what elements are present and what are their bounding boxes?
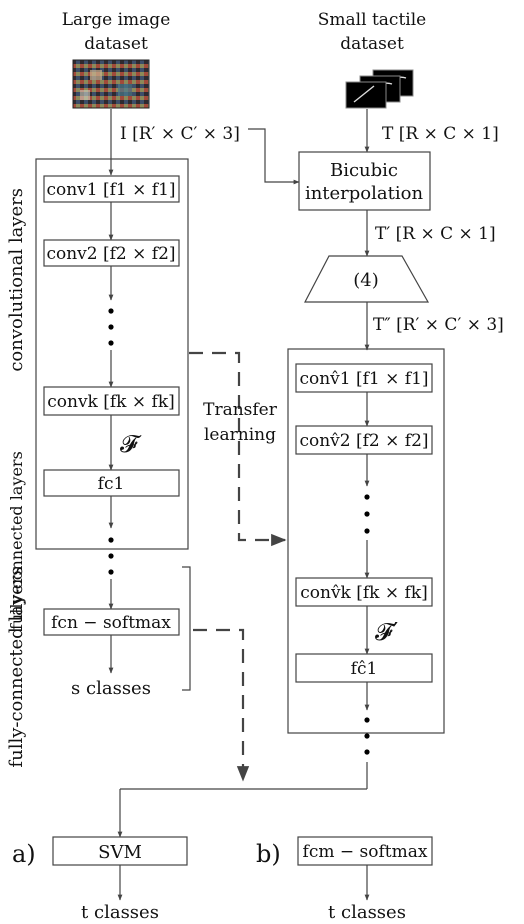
ellipsis-dot — [364, 717, 370, 723]
left-conv2-box — [43, 239, 180, 267]
fc-brace — [182, 566, 191, 691]
left-feature-F: 𝓕 — [120, 430, 142, 458]
transfer-arrow — [189, 351, 287, 547]
ellipsis-dot — [108, 324, 114, 330]
transfer-label-line2: learning — [204, 425, 276, 445]
tactile-stack-icon — [345, 69, 414, 109]
ellipsis-dot — [364, 511, 370, 517]
fcm-label: fcm − softmax — [303, 842, 428, 862]
left-convk-label: convk [fk × fk] — [47, 392, 175, 412]
ellipsis-dot — [364, 528, 370, 534]
fc-layers-side-label-top: fully-connected layers — [7, 451, 26, 630]
ellipsis-dot — [364, 749, 370, 755]
right-conv1-label: conv̂1 [f1 × f1] — [299, 369, 428, 389]
bicubic-line1: Bicubic — [330, 160, 398, 181]
ellipsis-dot — [108, 553, 114, 559]
dim-T-prime: T′ [R × C × 1] — [375, 224, 496, 244]
left-fc1-label: fc1 — [98, 474, 125, 494]
large-dataset-title-line1: Large image — [62, 10, 171, 30]
right-feature-F-prime: 𝓕′ — [375, 618, 398, 646]
right-convk-label: conv̂k [fk × fk] — [300, 583, 428, 603]
left-conv1-label: conv1 [f1 × f1] — [46, 180, 175, 200]
ellipsis-dot — [364, 494, 370, 500]
left-fc1-box — [43, 469, 180, 497]
bicubic-line2: interpolation — [305, 183, 424, 204]
small-dataset-title-line2: dataset — [340, 34, 404, 54]
equation-4-trapezoid — [304, 255, 430, 303]
ellipsis-dot — [108, 340, 114, 346]
left-network-container — [35, 158, 189, 550]
equation-4-label: (4) — [353, 270, 379, 291]
small-dataset-title-line1: Small tactile — [318, 10, 426, 30]
left-fcn-box — [43, 608, 180, 636]
right-network-container — [287, 348, 445, 734]
right-fc1-label: fĉ1 — [351, 659, 378, 679]
conv-layers-side-label: convolutional layers — [6, 188, 27, 372]
large-dataset-title-line2: dataset — [84, 34, 148, 54]
left-conv2-label: conv2 [f2 × f2] — [46, 244, 175, 264]
option-b-label: b) — [256, 840, 281, 868]
right-conv2-label: conv̂2 [f2 × f2] — [299, 431, 428, 451]
bicubic-interpolation-box — [298, 151, 431, 211]
svm-label: SVM — [98, 842, 142, 863]
left-conv1-box — [43, 175, 180, 203]
svm-box — [52, 836, 188, 866]
option-b-output: t classes — [328, 902, 406, 923]
dim-T: T [R × C × 1] — [382, 124, 499, 144]
ellipsis-dot — [108, 569, 114, 575]
right-conv1-box — [295, 363, 433, 393]
ellipsis-dot — [108, 308, 114, 314]
left-convk-box — [43, 386, 180, 416]
right-fc1-box — [295, 653, 433, 683]
option-a-output: t classes — [81, 902, 159, 923]
right-conv2-box — [295, 425, 433, 455]
left-output-classes: s classes — [71, 678, 151, 699]
dim-I: I [R′ × C′ × 3] — [120, 124, 240, 144]
image-mosaic-icon — [72, 59, 150, 109]
ellipsis-dot — [108, 537, 114, 543]
feature-arrow — [193, 628, 250, 782]
transfer-label-line1: Transfer — [203, 400, 278, 420]
option-a-label: a) — [12, 840, 36, 868]
fcm-box — [297, 836, 433, 866]
left-fcn-label: fcn − softmax — [51, 613, 171, 633]
fc-layers-side-label-bottom: fully-connected layers — [6, 566, 27, 767]
ellipsis-dot — [364, 733, 370, 739]
dim-T-dprime: T″ [R′ × C′ × 3] — [373, 315, 504, 335]
right-convk-box — [295, 577, 433, 607]
